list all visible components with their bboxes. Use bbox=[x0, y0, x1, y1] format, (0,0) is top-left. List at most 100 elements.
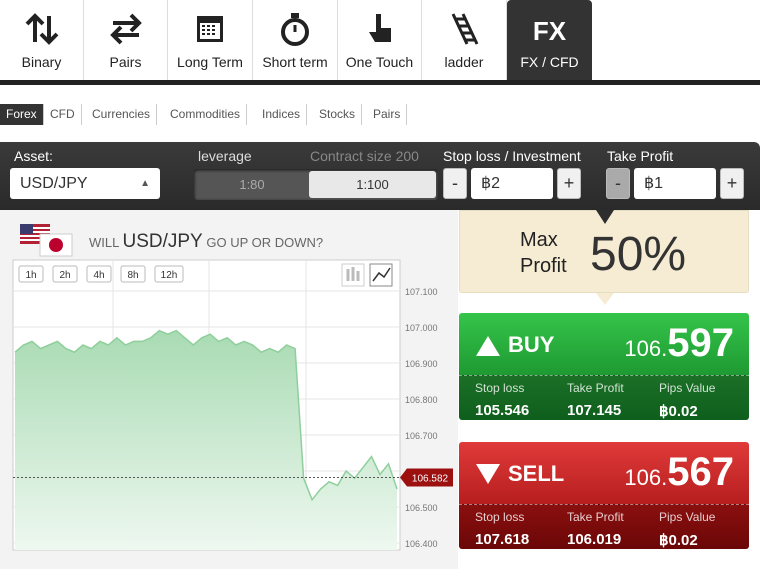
price-area bbox=[15, 330, 397, 550]
minus-button[interactable]: - bbox=[443, 168, 467, 199]
tab[interactable]: Long Term bbox=[168, 0, 253, 80]
icon bbox=[197, 16, 223, 42]
field-value: 107.145 bbox=[567, 402, 622, 419]
field-value: 105.546 bbox=[475, 402, 530, 419]
trade-label: SELL bbox=[508, 461, 565, 486]
range-label: 1h bbox=[25, 270, 36, 281]
trade-bottom: Stop loss 107.618 Take Profit 106.019 Pips V… bbox=[459, 504, 749, 549]
trade-label: BUY bbox=[508, 332, 555, 357]
trade-bottom: Stop loss 105.546 Take Profit 107.145 Pips V… bbox=[459, 375, 749, 420]
trade-icon bbox=[476, 336, 500, 356]
field-label: Pips Value bbox=[659, 381, 716, 395]
subtab[interactable]: Commodities bbox=[164, 104, 248, 125]
price-prefix: 106. bbox=[624, 465, 668, 490]
subtab[interactable]: Currencies bbox=[86, 104, 158, 125]
asset-value: USD/JPY bbox=[20, 175, 88, 192]
flags bbox=[20, 224, 73, 257]
minus-button[interactable]: - bbox=[606, 168, 630, 199]
range-button[interactable] bbox=[18, 265, 44, 283]
subtab[interactable]: Stocks bbox=[313, 104, 363, 125]
range-label: 12h bbox=[161, 270, 178, 281]
range-button[interactable] bbox=[154, 265, 184, 283]
field-label: Take Profit bbox=[567, 381, 624, 395]
max-profit-label: Max Profit bbox=[520, 227, 567, 279]
label-line: Profit bbox=[520, 255, 567, 277]
leverage-option[interactable]: 1:80 bbox=[239, 177, 265, 192]
take-profit-input[interactable]: ฿1 bbox=[634, 168, 716, 199]
tab[interactable]: FX FX / CFD bbox=[507, 0, 592, 80]
tab[interactable]: Short term bbox=[253, 0, 338, 80]
leverage-option[interactable]: 1:100 bbox=[309, 171, 436, 198]
trade-price: 106.597 bbox=[624, 321, 734, 366]
price-chart: 107.100107.000106.900106.800106.700106.6… bbox=[12, 259, 453, 551]
trade-price: 106.567 bbox=[624, 450, 734, 495]
tab-icon-text: FX bbox=[532, 16, 567, 46]
tab[interactable]: Binary bbox=[0, 0, 84, 80]
buy-button[interactable]: BUY 106.597 Stop loss 105.546 Take Profit 107… bbox=[459, 313, 749, 420]
field-value: ฿0.02 bbox=[659, 532, 698, 549]
range-label: 2h bbox=[59, 270, 70, 281]
range-button[interactable] bbox=[120, 265, 146, 283]
price-prefix: 106. bbox=[624, 336, 668, 361]
tab[interactable]: One Touch bbox=[338, 0, 422, 80]
tab-label: ladder bbox=[444, 54, 484, 70]
stop-loss-label: Stop loss / Investment bbox=[443, 148, 581, 164]
icon bbox=[368, 14, 391, 42]
question: WILL USD/JPY GO UP OR DOWN? bbox=[89, 231, 323, 253]
price-line bbox=[14, 329, 398, 502]
price-main: 597 bbox=[667, 321, 734, 365]
question-suffix: GO UP OR DOWN? bbox=[206, 235, 324, 250]
field-label: Take Profit bbox=[567, 510, 624, 524]
field-value: 106.019 bbox=[567, 531, 622, 548]
subtab[interactable]: Pairs bbox=[367, 104, 408, 125]
tab-label: Short term bbox=[262, 54, 328, 70]
pointer bbox=[596, 210, 614, 224]
range-button[interactable] bbox=[52, 265, 78, 283]
y-tick-label: 106.800 bbox=[405, 395, 438, 405]
leverage-toggle: 1:80 1:100 bbox=[194, 169, 438, 200]
question-prefix: WILL bbox=[89, 235, 119, 250]
subtab[interactable]: CFD bbox=[44, 104, 82, 125]
current-price-tag bbox=[400, 468, 453, 487]
field-value: ฿0.02 bbox=[659, 403, 698, 420]
sell-button[interactable]: SELL 106.567 Stop loss 107.618 Take Profit 10… bbox=[459, 442, 749, 549]
leverage-label: leverage bbox=[198, 148, 252, 164]
y-tick-label: 107.000 bbox=[405, 323, 438, 333]
select-arrow: ▲︎ bbox=[140, 178, 150, 189]
stop-loss-input[interactable]: ฿2 bbox=[471, 168, 553, 199]
max-profit-value: 50% bbox=[590, 228, 687, 281]
field-label: Stop loss bbox=[475, 510, 525, 524]
y-tick-label: 106.400 bbox=[405, 539, 438, 549]
subtab[interactable]: Indices bbox=[256, 104, 308, 125]
tab-label: Long Term bbox=[177, 54, 243, 70]
y-tick-label: 106.700 bbox=[405, 431, 438, 441]
tab[interactable]: Pairs bbox=[84, 0, 168, 80]
trade-top: SELL 106.567 bbox=[459, 442, 749, 504]
field-label: Stop loss bbox=[475, 381, 525, 395]
y-tick-label: 106.900 bbox=[405, 359, 438, 369]
icon bbox=[451, 13, 479, 45]
current-price-label: 106.582 bbox=[412, 473, 449, 484]
tab-label: Binary bbox=[21, 54, 62, 70]
icon bbox=[25, 13, 58, 45]
label-line: Max bbox=[520, 229, 558, 251]
range-label: 8h bbox=[127, 270, 138, 281]
icon bbox=[109, 13, 142, 45]
trade-top: BUY 106.597 bbox=[459, 313, 749, 375]
range-label: 4h bbox=[93, 270, 104, 281]
subtab[interactable]: Forex bbox=[0, 104, 44, 125]
options-panel: Asset: USD/JPY ▲︎ leverage Contract size … bbox=[0, 142, 760, 210]
y-tick-label: 106.500 bbox=[405, 503, 438, 513]
range-button[interactable] bbox=[86, 265, 112, 283]
question-pair: USD/JPY bbox=[122, 231, 203, 252]
field-value: 107.618 bbox=[475, 531, 530, 548]
plus-button[interactable]: + bbox=[720, 168, 744, 199]
plus-button[interactable]: + bbox=[557, 168, 581, 199]
trade-icon bbox=[476, 464, 500, 484]
tab-label: One Touch bbox=[345, 54, 414, 70]
tab[interactable]: ladder bbox=[422, 0, 507, 80]
tab-label: Pairs bbox=[109, 54, 142, 70]
asset-select[interactable]: USD/JPY ▲︎ bbox=[10, 168, 160, 199]
icon bbox=[281, 13, 309, 46]
